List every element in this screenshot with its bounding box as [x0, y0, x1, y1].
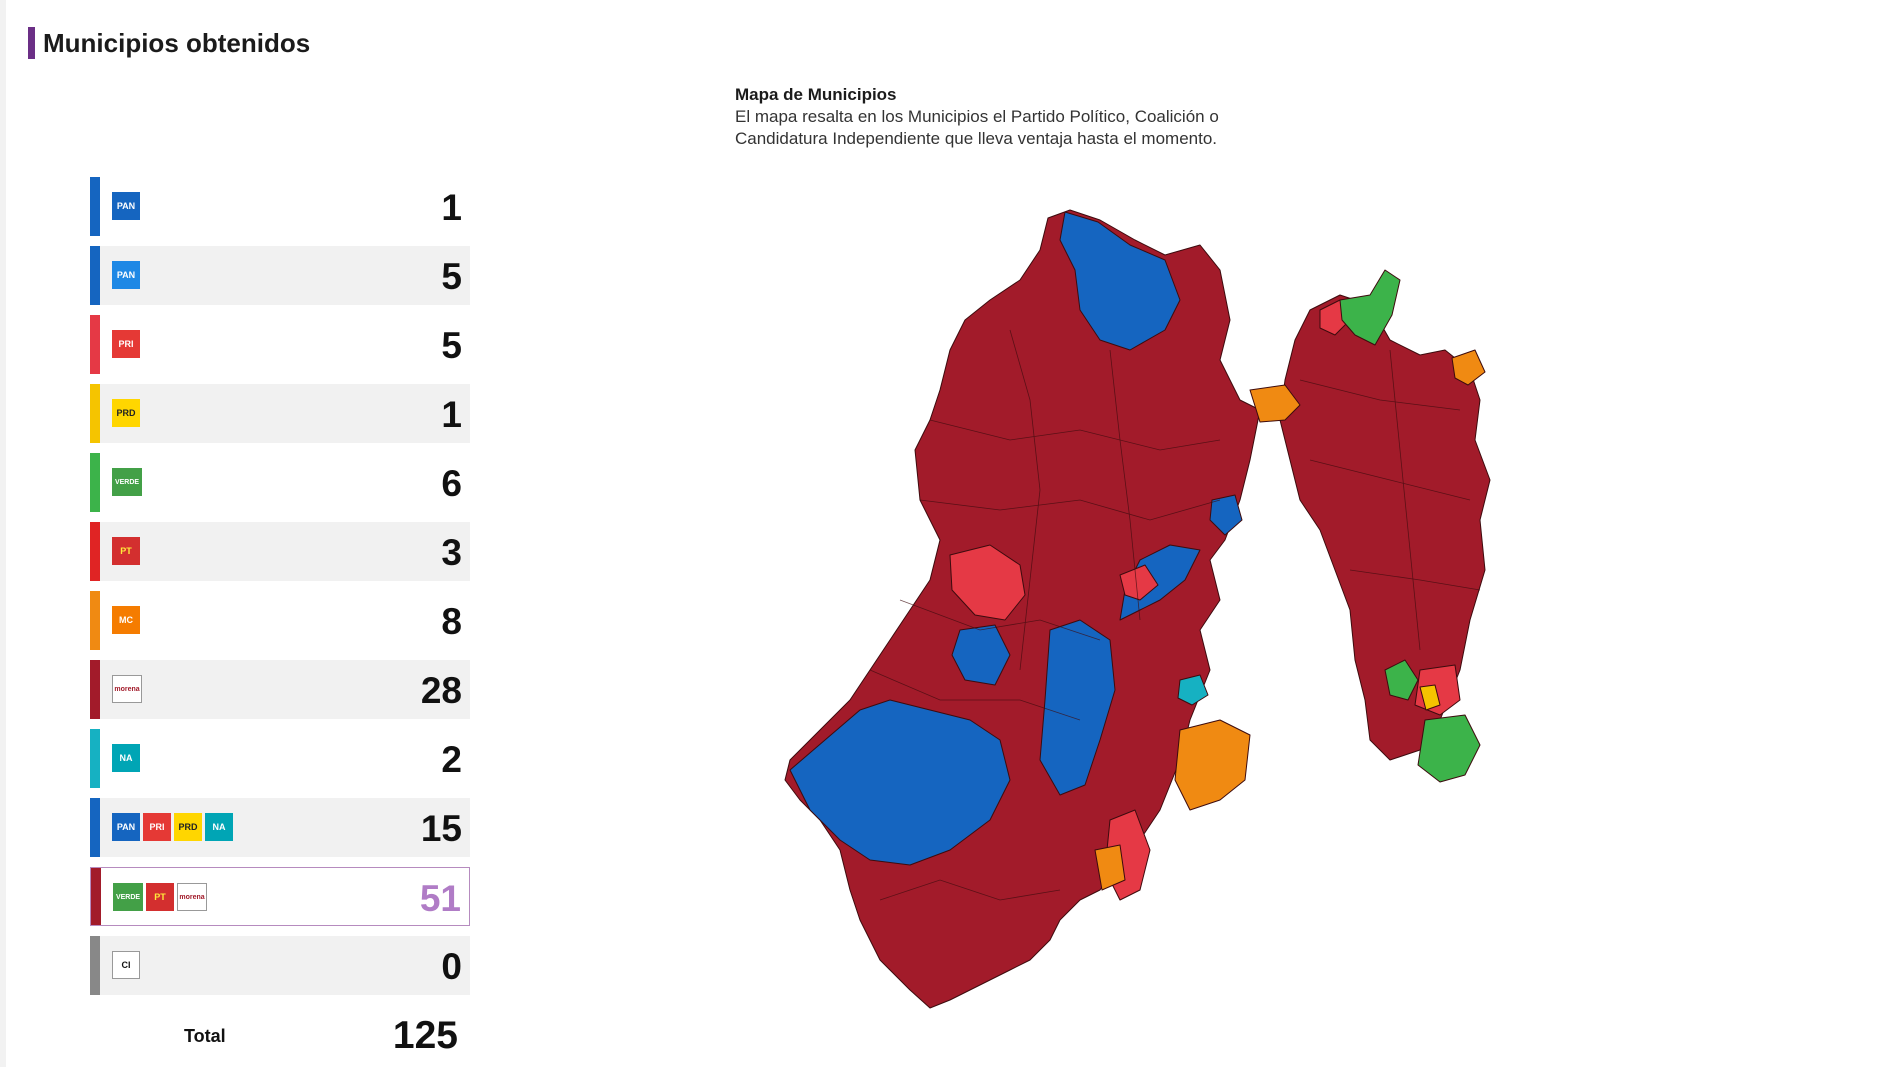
party-row: morena 28	[90, 660, 470, 719]
party-row: PRI 5	[90, 315, 470, 374]
party-logos: PAN	[112, 261, 140, 289]
total-label: Total	[184, 1026, 226, 1046]
nueva-alianza-logo: NA	[112, 744, 140, 772]
page-left-edge	[0, 0, 6, 1067]
party-logos: PRI	[112, 330, 140, 358]
party-count: 1	[441, 187, 462, 228]
party-logos: PT	[112, 537, 140, 565]
map-description: El mapa resalta en los Municipios el Par…	[735, 107, 1219, 148]
party-count: 3	[441, 532, 462, 573]
pvem-logo: VERDE	[113, 883, 143, 911]
morena-logo: morena	[177, 883, 207, 911]
map-region-pan-small[interactable]	[1209, 494, 1243, 536]
party-count: 8	[441, 601, 462, 642]
total-value: 125	[392, 1014, 458, 1057]
party-row: PAN 5	[90, 246, 470, 305]
party-results-list: PAN 1 PAN 5 PRI 5 PRD 1 VERDE 6 PT 3 MC 8 morena 28 NA 2 P…	[90, 177, 470, 1005]
map-region-pvem-east[interactable]	[1384, 659, 1419, 701]
party-row: PT 3	[90, 522, 470, 581]
pan-logo: PAN	[112, 813, 140, 841]
ci-logo: CI	[112, 951, 140, 979]
section-header: Municipios obtenidos	[28, 26, 310, 60]
party-row: PRD 1	[90, 384, 470, 443]
pri-logo: PRI	[143, 813, 171, 841]
party-color-bar	[90, 177, 100, 236]
map-region-pri-center[interactable]	[949, 544, 1026, 621]
party-color-bar	[90, 660, 100, 719]
party-count: 0	[441, 946, 462, 987]
party-logos: MC	[112, 606, 140, 634]
party-logos: PAN PRI PRD NA	[112, 813, 233, 841]
map-region-na[interactable]	[1177, 674, 1209, 706]
section-title: Municipios obtenidos	[43, 27, 311, 58]
map-region-pan-north[interactable]	[1059, 211, 1181, 351]
party-color-bar	[90, 384, 100, 443]
party-count: 28	[420, 670, 462, 711]
party-color-bar	[90, 522, 100, 581]
morena-logo: morena	[112, 675, 142, 703]
map-region-mc-1[interactable]	[1174, 719, 1251, 811]
party-row: MC 8	[90, 591, 470, 650]
pan-logo: PAN	[112, 192, 140, 220]
map-region-main[interactable]	[784, 209, 1261, 1009]
party-count: 2	[441, 739, 462, 780]
total-row: Total 125	[90, 1012, 470, 1062]
pt-logo: PT	[112, 537, 140, 565]
party-count: 5	[441, 325, 462, 366]
nueva-alianza-logo: NA	[205, 813, 233, 841]
party-color-bar	[90, 453, 100, 512]
party-row: VERDE PT morena 51	[90, 867, 470, 926]
municipality-map	[784, 209, 1491, 1009]
party-logos: NA	[112, 744, 140, 772]
party-row: PAN 1	[90, 177, 470, 236]
party-color-bar	[90, 246, 100, 305]
map-region-pan-center[interactable]	[1039, 619, 1116, 796]
map-region-pan-mid[interactable]	[951, 624, 1011, 686]
party-count: 5	[441, 256, 462, 297]
map-region-mc-3[interactable]	[1451, 349, 1486, 386]
map-region-pri-mid[interactable]	[1119, 564, 1159, 601]
section-title-bar	[28, 27, 35, 59]
party-logos: PRD	[112, 399, 140, 427]
party-logos: VERDE PT morena	[113, 883, 207, 911]
map-region-pvem-north[interactable]	[1339, 269, 1401, 346]
pan-pri-prd-logo: PAN	[112, 261, 140, 289]
map-region-mc-2[interactable]	[1249, 384, 1301, 423]
party-row: NA 2	[90, 729, 470, 788]
party-count: 1	[441, 394, 462, 435]
party-count: 51	[419, 878, 461, 919]
party-row: PAN PRI PRD NA 15	[90, 798, 470, 857]
party-logos: PAN	[112, 192, 140, 220]
map-region-prd[interactable]	[1419, 684, 1441, 711]
party-color-bar	[90, 315, 100, 374]
map-region-pan-river[interactable]	[1119, 544, 1201, 621]
map-region-pan-west[interactable]	[789, 699, 1011, 866]
pvem-logo: VERDE	[112, 468, 142, 496]
party-logos: morena	[112, 675, 142, 703]
party-logos: VERDE	[112, 468, 142, 496]
party-count: 6	[441, 463, 462, 504]
party-row: VERDE 6	[90, 453, 470, 512]
map-title: Mapa de Municipios	[735, 85, 897, 104]
party-color-bar	[90, 936, 100, 995]
party-count: 15	[420, 808, 462, 849]
pt-logo: PT	[146, 883, 174, 911]
party-color-bar	[90, 729, 100, 788]
party-logos: CI	[112, 951, 140, 979]
party-color-bar	[91, 868, 101, 925]
map-caption: Mapa de Municipios El mapa resalta en lo…	[735, 84, 1295, 150]
mc-logo: MC	[112, 606, 140, 634]
map-region-pvem-south[interactable]	[1417, 714, 1481, 783]
map-region-mc-4[interactable]	[1094, 844, 1126, 891]
municipality-borders	[869, 329, 1481, 901]
pri-logo: PRI	[112, 330, 140, 358]
prd-logo: PRD	[174, 813, 202, 841]
party-color-bar	[90, 798, 100, 857]
party-color-bar	[90, 591, 100, 650]
party-row: CI 0	[90, 936, 470, 995]
prd-logo: PRD	[112, 399, 140, 427]
